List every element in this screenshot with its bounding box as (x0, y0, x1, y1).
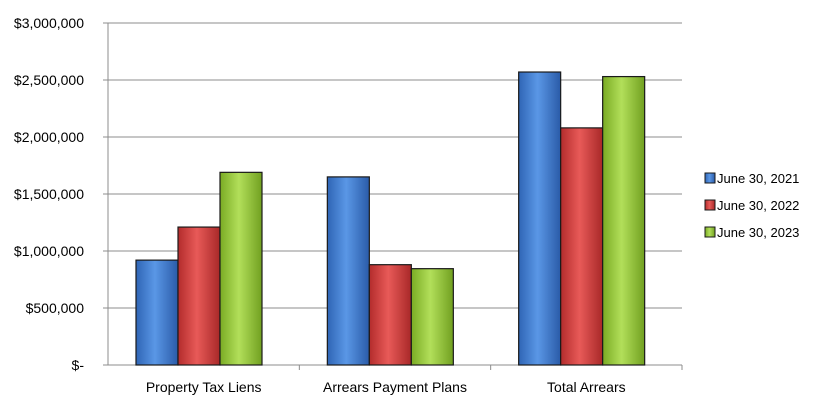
bar-3-3 (602, 75, 646, 366)
bars (135, 71, 646, 366)
x-axis-categories: Property Tax Liens Arrears Payment Plans T… (146, 379, 626, 395)
legend: June 30, 2021 June 30, 2022 June 30, 2023 (704, 171, 799, 240)
legend-label: June 30, 2022 (717, 198, 799, 213)
bar-1-2 (326, 176, 370, 366)
x-category-label: Arrears Payment Plans (323, 379, 467, 395)
bar-2-2 (368, 264, 412, 366)
y-tick-label: $2,000,000 (14, 129, 84, 145)
bar-1-3 (518, 71, 562, 366)
y-tick-label: $- (72, 357, 85, 373)
y-axis-ticks: $- $500,000 $1,000,000 $1,500,000 $2,000,000… (14, 15, 84, 373)
bar-3-2 (410, 268, 454, 366)
bar-2-3 (560, 127, 604, 366)
y-tick-label: $500,000 (26, 300, 85, 316)
y-tick-label: $3,000,000 (14, 15, 84, 31)
bar-2-1 (177, 226, 221, 366)
legend-swatch (704, 172, 716, 184)
y-tick-label: $1,000,000 (14, 243, 84, 259)
bar-1-1 (135, 259, 179, 366)
y-tick-label: $2,500,000 (14, 72, 84, 88)
x-category-label: Property Tax Liens (146, 379, 262, 395)
legend-swatch (704, 226, 716, 238)
legend-label: June 30, 2023 (717, 225, 799, 240)
legend-swatch (704, 199, 716, 211)
x-category-label: Total Arrears (547, 379, 626, 395)
bar-3-1 (219, 171, 263, 366)
legend-label: June 30, 2021 (717, 171, 799, 186)
y-tick-label: $1,500,000 (14, 186, 84, 202)
